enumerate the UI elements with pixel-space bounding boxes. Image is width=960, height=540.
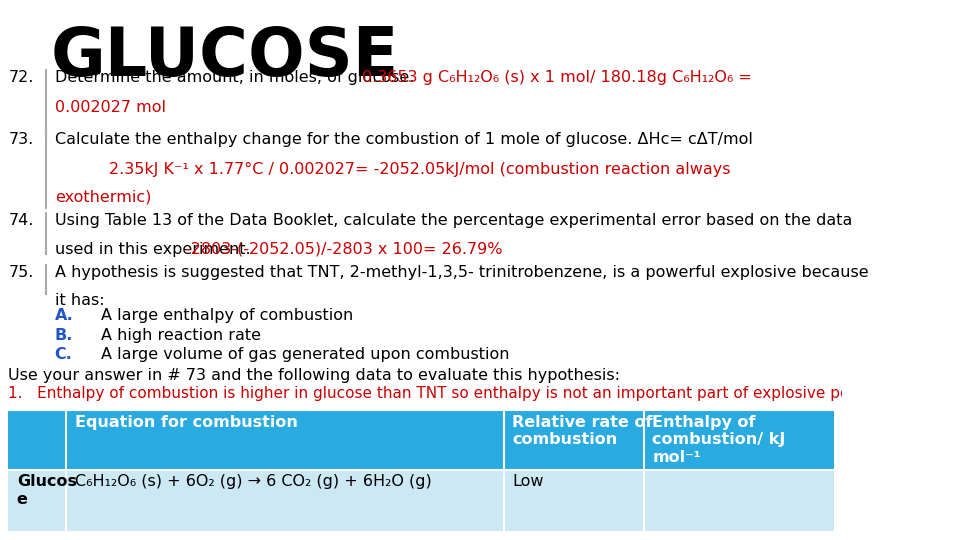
Text: GLUCOSE: GLUCOSE bbox=[51, 24, 398, 90]
FancyBboxPatch shape bbox=[9, 410, 833, 470]
Text: Using Table 13 of the Data Booklet, calculate the percentage experimental error : Using Table 13 of the Data Booklet, calc… bbox=[55, 213, 852, 228]
Text: Calculate the enthalpy change for the combustion of 1 mole of glucose. ΔHᴄ= cΔT/: Calculate the enthalpy change for the co… bbox=[55, 132, 753, 147]
Text: 75.: 75. bbox=[9, 265, 34, 280]
Text: C₆H₁₂O₆ (s) + 6O₂ (g) → 6 CO₂ (g) + 6H₂O (g): C₆H₁₂O₆ (s) + 6O₂ (g) → 6 CO₂ (g) + 6H₂O… bbox=[75, 474, 431, 489]
Text: 73.: 73. bbox=[9, 132, 34, 147]
Text: it has:: it has: bbox=[55, 293, 105, 308]
Text: B.: B. bbox=[55, 328, 73, 343]
Text: A hypothesis is suggested that TNT, 2-methyl-1,3,5- trinitrobenzene, is a powerf: A hypothesis is suggested that TNT, 2-me… bbox=[55, 265, 869, 280]
Text: Low: Low bbox=[512, 474, 543, 489]
Text: Determine the amount, in moles, of glucose.: Determine the amount, in moles, of gluco… bbox=[55, 70, 420, 85]
Text: A.: A. bbox=[55, 308, 74, 323]
Text: 74.: 74. bbox=[9, 213, 34, 228]
Text: 1.   Enthalpy of combustion is higher in glucose than TNT so enthalpy is not an : 1. Enthalpy of combustion is higher in g… bbox=[9, 386, 881, 401]
Text: exothermic): exothermic) bbox=[55, 189, 151, 204]
Text: A large volume of gas generated upon combustion: A large volume of gas generated upon com… bbox=[101, 347, 510, 362]
Text: -2803-(-2052.05)/-2803 x 100= 26.79%: -2803-(-2052.05)/-2803 x 100= 26.79% bbox=[185, 242, 503, 257]
Text: A large enthalpy of combustion: A large enthalpy of combustion bbox=[101, 308, 353, 323]
Text: 0.3653 g C₆H₁₂O₆ (s) x 1 mol/ 180.18g C₆H₁₂O₆ =: 0.3653 g C₆H₁₂O₆ (s) x 1 mol/ 180.18g C₆… bbox=[362, 70, 752, 85]
Text: 2.35kJ K⁻¹ x 1.77°C / 0.002027= -2052.05kJ/mol (combustion reaction always: 2.35kJ K⁻¹ x 1.77°C / 0.002027= -2052.05… bbox=[109, 162, 731, 177]
Text: Use your answer in # 73 and the following data to evaluate this hypothesis:: Use your answer in # 73 and the followin… bbox=[9, 368, 620, 383]
Text: 72.: 72. bbox=[9, 70, 34, 85]
Text: 0.002027 mol: 0.002027 mol bbox=[55, 100, 166, 115]
Text: Glucos
e: Glucos e bbox=[17, 474, 77, 507]
Text: A high reaction rate: A high reaction rate bbox=[101, 328, 261, 343]
Text: Relative rate of
combustion: Relative rate of combustion bbox=[512, 415, 653, 447]
Text: C.: C. bbox=[55, 347, 73, 362]
Text: Enthalpy of
combustion/ kJ
mol⁻¹: Enthalpy of combustion/ kJ mol⁻¹ bbox=[652, 415, 785, 464]
FancyBboxPatch shape bbox=[9, 470, 833, 532]
Text: used in this experiment.: used in this experiment. bbox=[55, 242, 255, 257]
Text: Equation for combustion: Equation for combustion bbox=[75, 415, 298, 430]
